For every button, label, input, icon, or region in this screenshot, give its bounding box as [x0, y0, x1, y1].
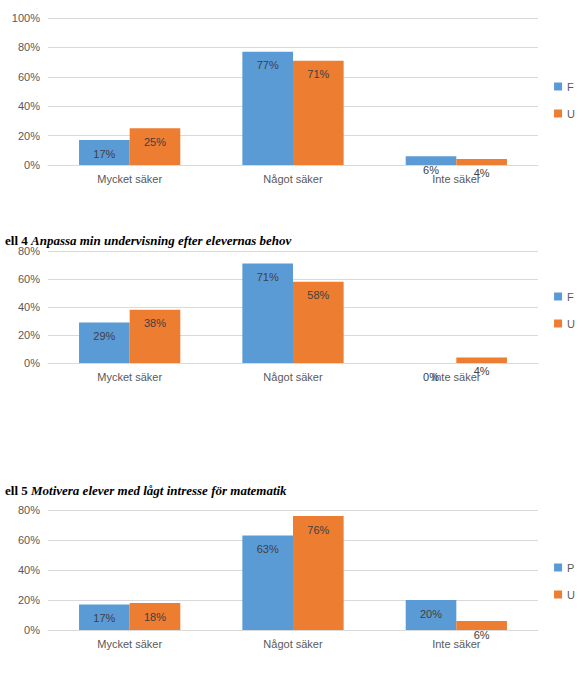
svg-text:Mycket säker: Mycket säker	[97, 173, 162, 185]
svg-text:4%: 4%	[474, 167, 490, 179]
svg-text:40%: 40%	[18, 564, 40, 576]
svg-text:63%: 63%	[257, 543, 279, 555]
svg-text:ell 4: ell 4	[5, 233, 31, 248]
svg-text:F: F	[567, 81, 574, 93]
svg-text:Inte säker: Inte säker	[432, 172, 481, 185]
svg-text:Mycket säker: Mycket säker	[97, 371, 162, 383]
svg-text:Motivera elever med lågt intre: Motivera elever med lågt intresse för ma…	[30, 483, 287, 498]
svg-text:Något säker: Något säker	[263, 173, 323, 185]
svg-text:U: U	[567, 589, 575, 601]
svg-text:58%: 58%	[307, 289, 329, 301]
svg-text:4%: 4%	[474, 365, 490, 377]
svg-text:71%: 71%	[257, 271, 279, 283]
svg-text:71%: 71%	[307, 68, 329, 80]
svg-text:6%: 6%	[423, 164, 439, 176]
svg-text:6%: 6%	[474, 629, 490, 641]
svg-text:38%: 38%	[144, 317, 166, 329]
svg-text:17%: 17%	[93, 148, 115, 160]
svg-text:P: P	[567, 562, 574, 574]
svg-text:40%: 40%	[18, 100, 40, 112]
svg-text:ell 5: ell 5	[5, 483, 31, 498]
svg-text:100%: 100%	[12, 12, 40, 24]
svg-text:Inte säker: Inte säker	[432, 637, 481, 650]
svg-text:U: U	[567, 318, 575, 330]
svg-text:29%: 29%	[93, 330, 115, 342]
svg-text:20%: 20%	[18, 130, 40, 142]
svg-text:60%: 60%	[18, 534, 40, 546]
svg-text:80%: 80%	[18, 504, 40, 516]
svg-text:80%: 80%	[18, 245, 40, 257]
svg-text:80%: 80%	[18, 41, 40, 53]
svg-text:0%: 0%	[24, 624, 40, 636]
svg-text:20%: 20%	[420, 608, 442, 620]
svg-text:60%: 60%	[18, 71, 40, 83]
svg-text:Något säker: Något säker	[263, 638, 323, 650]
svg-text:0%: 0%	[24, 159, 40, 171]
svg-text:60%: 60%	[18, 273, 40, 285]
svg-text:0%: 0%	[423, 371, 439, 383]
svg-text:Något säker: Något säker	[263, 371, 323, 383]
svg-text:40%: 40%	[18, 301, 40, 313]
svg-text:17%: 17%	[93, 612, 115, 624]
svg-text:77%: 77%	[257, 59, 279, 71]
svg-text:Anpassa min undervisning efter: Anpassa min undervisning efter elevernas…	[30, 233, 292, 248]
svg-text:Inte säker: Inte säker	[432, 370, 481, 383]
svg-text:20%: 20%	[18, 329, 40, 341]
svg-text:18%: 18%	[144, 611, 166, 623]
svg-text:20%: 20%	[18, 594, 40, 606]
svg-text:25%: 25%	[144, 136, 166, 148]
svg-text:F: F	[567, 291, 574, 303]
svg-text:U: U	[567, 108, 575, 120]
svg-text:Mycket säker: Mycket säker	[97, 638, 162, 650]
svg-text:0%: 0%	[24, 357, 40, 369]
svg-text:76%: 76%	[307, 524, 329, 536]
